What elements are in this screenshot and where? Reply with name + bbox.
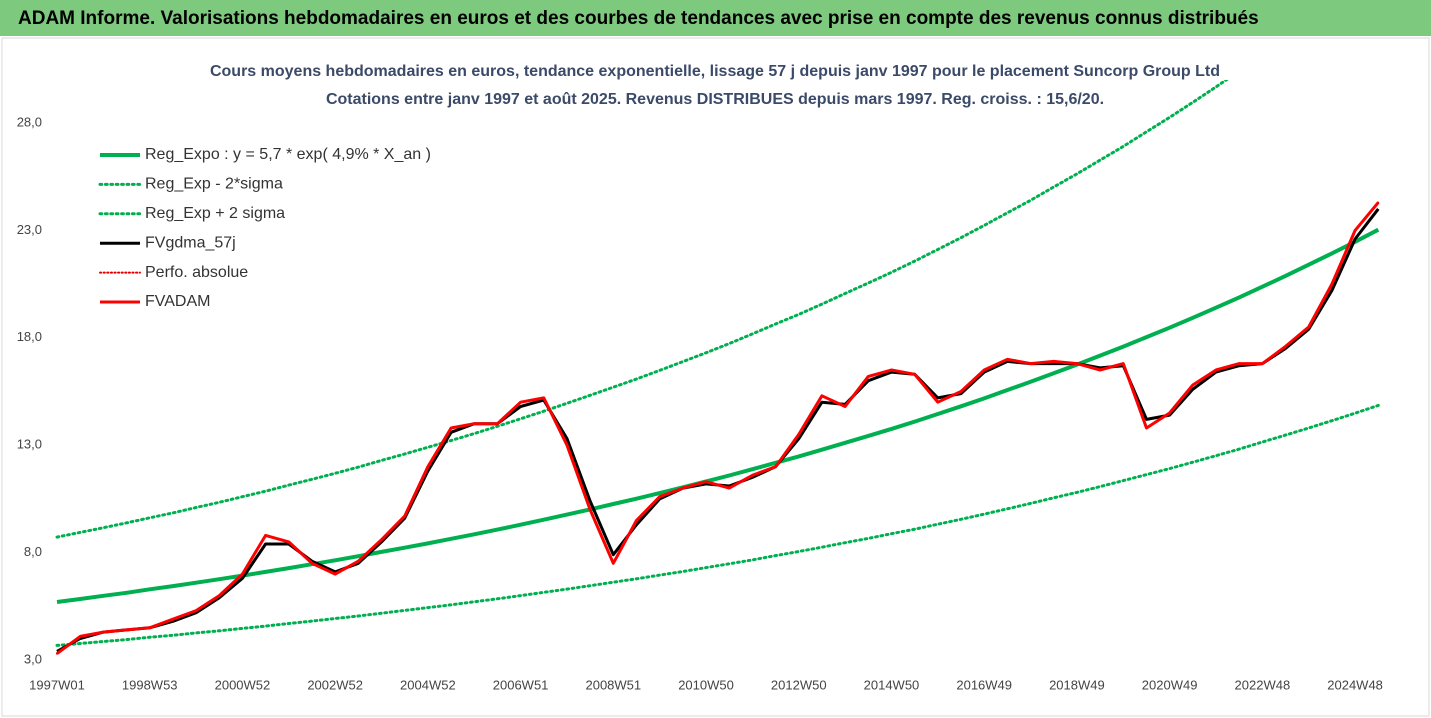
y-tick-label: 28,0 xyxy=(17,114,42,129)
x-tick-label: 2024W48 xyxy=(1327,677,1383,692)
x-tick-label: 2000W52 xyxy=(215,677,271,692)
legend-label: FVADAM xyxy=(145,293,210,310)
title-bar xyxy=(0,0,1431,36)
series-line xyxy=(56,207,1380,653)
x-tick-label: 2012W50 xyxy=(771,677,827,692)
y-tick-label: 23,0 xyxy=(17,222,42,237)
page-title: ADAM Informe. Valorisations hebdomadaire… xyxy=(18,8,1259,29)
legend-label: FVgdma_57j xyxy=(145,234,236,251)
series-line xyxy=(55,403,1380,647)
x-tick-label: 2018W49 xyxy=(1049,677,1105,692)
series-line xyxy=(55,80,1229,539)
y-tick-label: 13,0 xyxy=(17,437,42,452)
series-line xyxy=(56,227,1380,604)
x-tick-label: 1997W01 xyxy=(29,677,85,692)
chart-frame xyxy=(1,37,1430,717)
x-tick-label: 2020W49 xyxy=(1142,677,1198,692)
legend-label: Reg_Exp + 2 sigma xyxy=(145,205,285,222)
x-tick-label: 2016W49 xyxy=(956,677,1012,692)
x-tick-label: 2010W50 xyxy=(678,677,734,692)
chart-title: Cours moyens hebdomadaires en euros, ten… xyxy=(210,63,1220,80)
legend-label: Reg_Expo : y = 5,7 * exp( 4,9% * X_an ) xyxy=(145,146,431,163)
y-tick-label: 8,0 xyxy=(24,544,42,559)
plot-area xyxy=(55,80,1380,655)
x-tick-label: 2022W48 xyxy=(1235,677,1291,692)
legend-label: Reg_Exp - 2*sigma xyxy=(145,176,283,193)
y-tick-label: 18,0 xyxy=(17,329,42,344)
x-tick-label: 2008W51 xyxy=(585,677,641,692)
legend-label: Perfo. absolue xyxy=(145,264,248,281)
y-tick-label: 3,0 xyxy=(24,651,42,666)
series-line xyxy=(56,201,1380,655)
x-tick-label: 2014W50 xyxy=(864,677,920,692)
chart-subtitle: Cotations entre janv 1997 et août 2025. … xyxy=(326,91,1104,108)
x-tick-label: 1998W53 xyxy=(122,677,178,692)
x-tick-label: 2006W51 xyxy=(493,677,549,692)
x-tick-label: 2002W52 xyxy=(307,677,363,692)
series-line xyxy=(56,201,1380,655)
x-tick-label: 2004W52 xyxy=(400,677,456,692)
